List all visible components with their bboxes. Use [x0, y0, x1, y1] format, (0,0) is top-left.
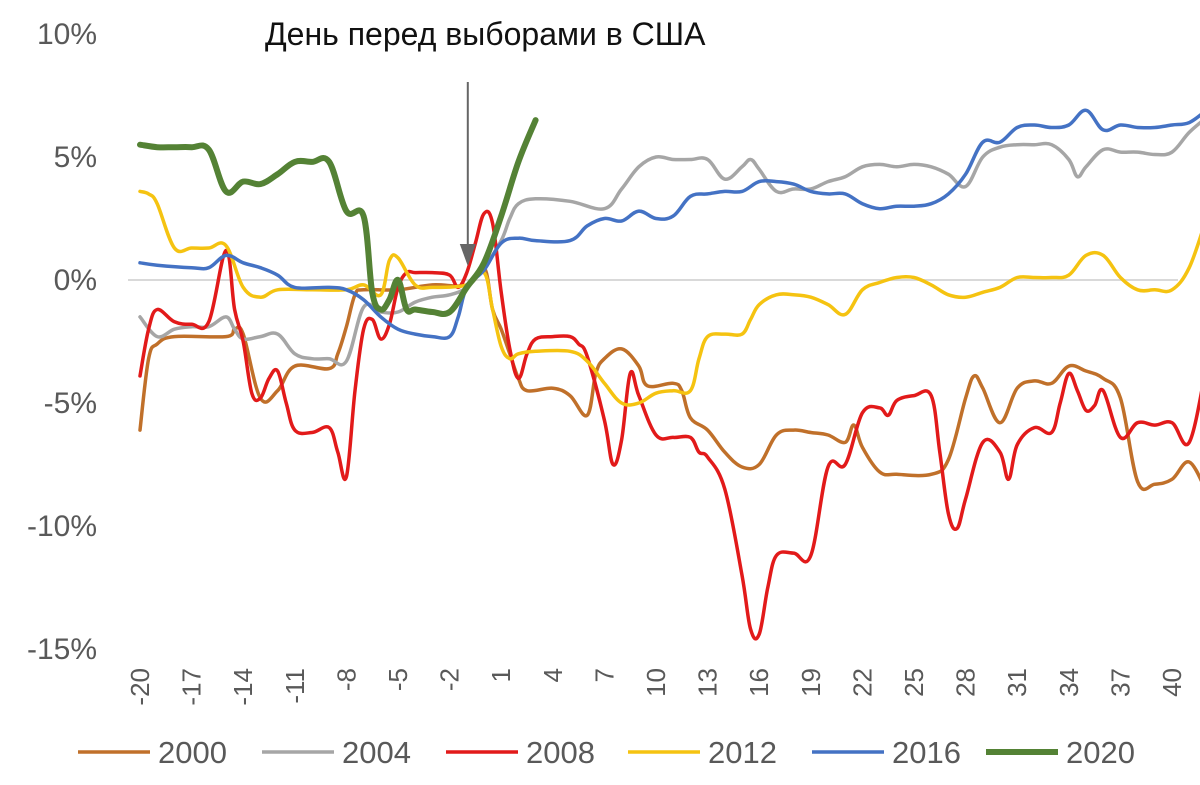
x-tick-label: -14	[228, 668, 258, 706]
series-lines	[137, 108, 1200, 641]
legend-item-2016: 2016	[812, 735, 961, 770]
x-tick-label: 19	[796, 668, 826, 697]
legend-item-2012: 2012	[628, 735, 777, 770]
x-tick-label: 4	[538, 668, 568, 682]
legend-item-2004: 2004	[262, 735, 411, 770]
legend: 2000 2004 2008 2012 2016 2020	[78, 735, 1135, 770]
x-tick-label: 34	[1054, 668, 1084, 697]
legend-item-2000: 2000	[78, 735, 227, 770]
x-tick-label: 16	[744, 668, 774, 697]
y-tick-label: 0%	[54, 264, 97, 297]
x-tick-label: 31	[1002, 668, 1032, 697]
x-tick-label: 40	[1157, 668, 1187, 697]
x-tick-label: -5	[383, 668, 413, 691]
legend-item-2008: 2008	[446, 735, 595, 770]
x-tick-label: 25	[899, 668, 929, 697]
x-tick-label: -20	[125, 668, 155, 706]
x-axis-tick-labels: -20 -17 -14 -11 -8 -5 -2 1 4 7 10 13 16 19 22 25 28 31 34 3…	[125, 668, 1187, 706]
y-tick-label: -10%	[27, 510, 97, 543]
x-tick-label: 13	[693, 668, 723, 697]
annotation-label: День перед выборами в США	[265, 16, 706, 52]
x-tick-label: -2	[435, 668, 465, 691]
x-tick-label: 1	[486, 668, 516, 682]
y-tick-label: 10%	[37, 18, 97, 51]
y-axis-tick-labels: 10% 5% 0% -5% -10% -15%	[27, 18, 97, 666]
x-tick-label: 22	[847, 668, 877, 697]
series-line-2020	[137, 117, 539, 318]
x-tick-label: -11	[280, 668, 310, 704]
annotation-arrow-head	[459, 244, 476, 266]
legend-label: 2012	[708, 735, 777, 770]
legend-item-2020: 2020	[986, 735, 1135, 770]
y-tick-label: -5%	[44, 387, 97, 420]
x-tick-label: 28	[951, 668, 981, 697]
legend-label: 2008	[526, 735, 595, 770]
x-tick-label: 7	[589, 668, 619, 682]
series-line-2004	[138, 120, 1200, 367]
series-line-2008	[138, 209, 1200, 641]
x-tick-label: -17	[177, 668, 207, 706]
x-tick-label: 37	[1105, 668, 1135, 697]
legend-label: 2000	[158, 735, 227, 770]
x-tick-label: -8	[331, 668, 361, 691]
legend-label: 2020	[1066, 735, 1135, 770]
series-line-2012	[138, 189, 1200, 407]
annotation: День перед выборами в США	[265, 16, 706, 266]
series-line-2016	[138, 108, 1200, 340]
series-line-2000	[138, 265, 1200, 492]
x-tick-label: 10	[641, 668, 671, 697]
legend-label: 2004	[342, 735, 411, 770]
legend-label: 2016	[892, 735, 961, 770]
y-tick-label: -15%	[27, 633, 97, 666]
y-tick-label: 5%	[54, 141, 97, 174]
